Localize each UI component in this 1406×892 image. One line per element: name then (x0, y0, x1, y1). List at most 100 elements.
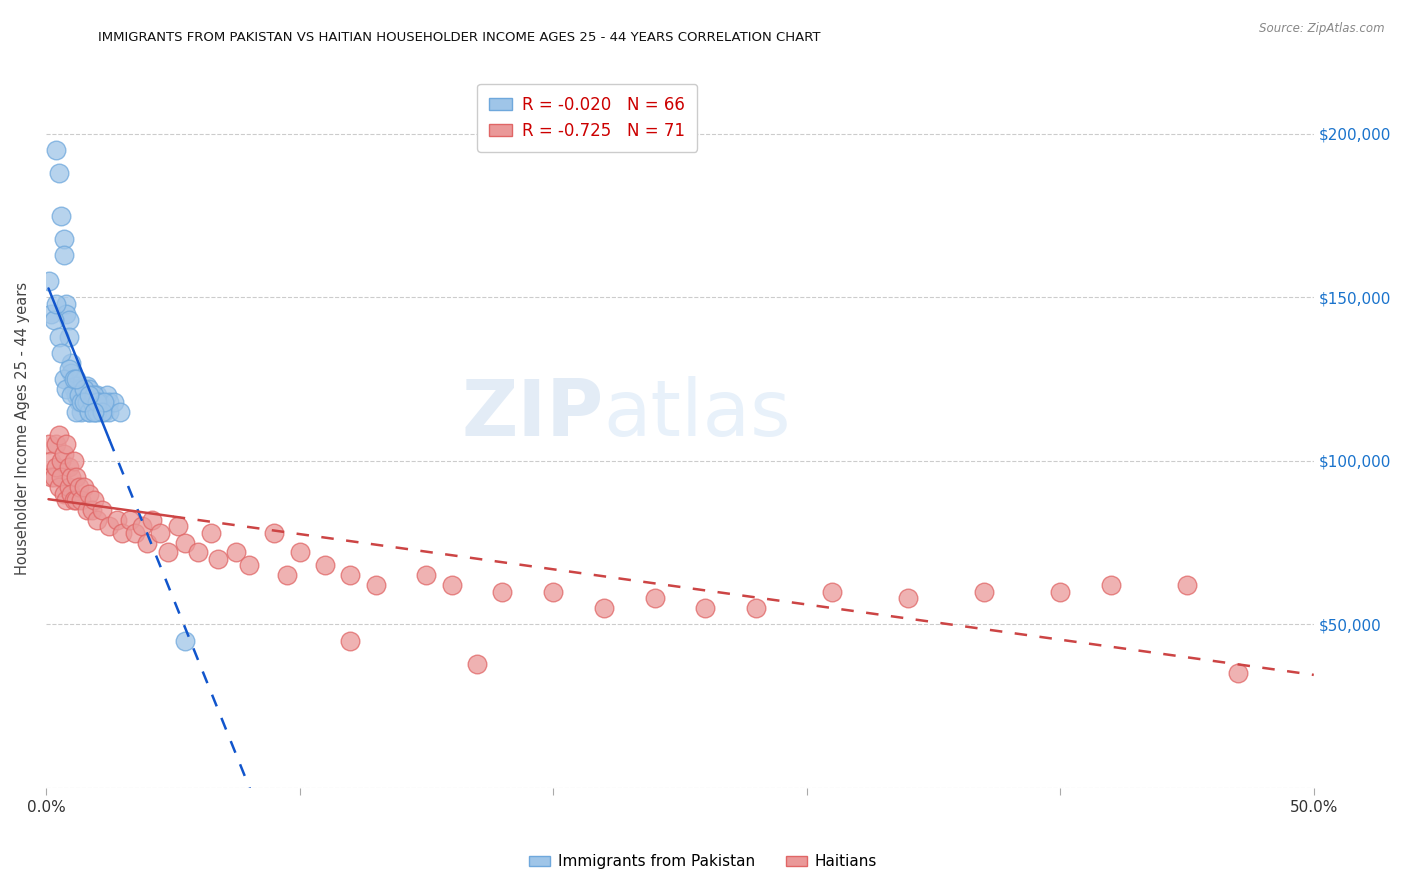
Point (55, 382, 77, 396)
Point (644, 591, 666, 606)
Point (45, 143, 67, 157)
Point (65, 493, 87, 508)
Point (96, 388, 118, 402)
Text: ZIP: ZIP (461, 376, 603, 451)
Point (55, 297, 77, 311)
Point (39, 307, 62, 321)
Point (52, 372, 75, 386)
Point (67, 480, 90, 494)
Point (67, 388, 90, 402)
Point (65, 388, 87, 402)
Point (339, 633, 361, 648)
Point (83, 405, 105, 419)
Legend: R = -0.020   N = 66, R = -0.725   N = 71: R = -0.020 N = 66, R = -0.725 N = 71 (477, 84, 697, 152)
Point (51, 346, 73, 360)
Point (60, 470, 83, 484)
Point (48, 166, 70, 180)
Point (465, 657, 488, 671)
Point (52, 231, 75, 245)
Point (42, 313, 65, 327)
Point (90, 405, 112, 419)
Point (76, 503, 98, 517)
Point (77, 405, 100, 419)
Point (51, 470, 73, 484)
Point (58, 313, 80, 327)
Point (339, 568, 361, 582)
Point (65, 470, 87, 484)
Point (149, 525, 172, 540)
Point (263, 525, 285, 540)
Point (86, 513, 108, 527)
Point (105, 513, 128, 527)
Point (73, 395, 96, 409)
Point (200, 525, 222, 540)
Text: IMMIGRANTS FROM PAKISTAN VS HAITIAN HOUSEHOLDER INCOME AGES 25 - 44 YEARS CORREL: IMMIGRANTS FROM PAKISTAN VS HAITIAN HOUS… (98, 31, 821, 45)
Point (63, 372, 86, 386)
Point (440, 578, 463, 592)
Point (124, 525, 146, 540)
Point (83, 388, 105, 402)
Point (207, 552, 229, 566)
Point (1099, 578, 1122, 592)
Point (98, 395, 121, 409)
Point (58, 362, 80, 376)
Text: atlas: atlas (603, 376, 792, 451)
Point (52, 486, 75, 500)
Point (86, 395, 108, 409)
Point (821, 584, 844, 599)
Point (83, 405, 105, 419)
Point (973, 584, 995, 599)
Point (93, 405, 115, 419)
Point (73, 395, 96, 409)
Point (52, 447, 75, 461)
Point (67, 395, 90, 409)
Point (73, 480, 96, 494)
Point (80, 395, 103, 409)
Point (141, 513, 163, 527)
Point (65, 378, 87, 392)
Point (166, 519, 188, 533)
Point (65, 405, 87, 419)
Point (83, 493, 105, 508)
Point (60, 486, 83, 500)
Point (63, 493, 86, 508)
Point (70, 388, 93, 402)
Point (288, 545, 311, 559)
Point (39, 470, 62, 484)
Point (58, 460, 80, 475)
Point (80, 503, 103, 517)
Point (60, 388, 83, 402)
Point (52, 248, 75, 262)
Point (238, 558, 260, 573)
Point (86, 405, 108, 419)
Point (98, 405, 121, 419)
Point (48, 427, 70, 442)
Point (695, 601, 717, 615)
Point (174, 633, 197, 648)
Point (86, 388, 108, 402)
Point (103, 395, 125, 409)
Point (93, 395, 115, 409)
Point (276, 568, 298, 582)
Point (51, 209, 73, 223)
Point (76, 395, 98, 409)
Point (60, 366, 83, 380)
Text: Source: ZipAtlas.com: Source: ZipAtlas.com (1260, 22, 1385, 36)
Point (118, 513, 141, 527)
Point (45, 437, 67, 451)
Point (77, 405, 100, 419)
Point (73, 382, 96, 396)
Point (415, 568, 437, 582)
Point (1226, 666, 1249, 681)
Point (83, 395, 105, 409)
Point (70, 493, 93, 508)
Point (58, 329, 80, 343)
Point (67, 382, 90, 396)
Point (80, 388, 103, 402)
Point (55, 437, 77, 451)
Point (48, 480, 70, 494)
Point (51, 454, 73, 468)
Point (111, 525, 134, 540)
Point (136, 535, 159, 549)
Point (38, 437, 60, 451)
